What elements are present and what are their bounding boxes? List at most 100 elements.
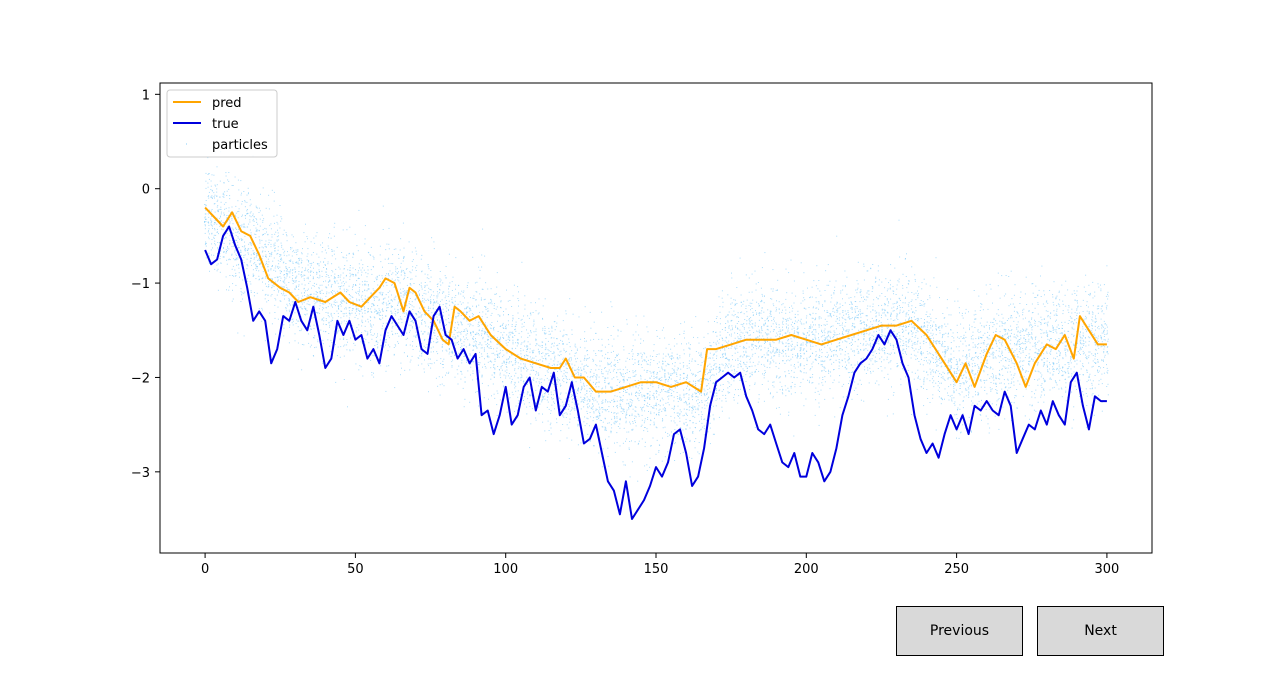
particle-point (414, 295, 416, 296)
particle-point (264, 243, 266, 245)
particle-point (662, 399, 664, 401)
particle-point (628, 405, 630, 407)
particle-point (273, 290, 275, 291)
particle-point (605, 385, 607, 387)
particle-point (455, 316, 457, 318)
particle-point (685, 418, 687, 420)
particle-point (505, 375, 507, 377)
particle-point (613, 325, 615, 327)
particle-point (653, 396, 655, 398)
particle-point (484, 333, 486, 335)
particle-point (680, 453, 681, 455)
particle-point (475, 291, 477, 293)
particle-point (607, 327, 609, 328)
particle-point (481, 376, 483, 378)
particle-point (460, 349, 462, 351)
particle-point (700, 411, 702, 413)
particle-point (658, 353, 660, 355)
particle-point (661, 460, 663, 462)
particle-point (244, 200, 246, 202)
particle-point (236, 258, 238, 260)
particle-point (700, 428, 702, 430)
particle-point (213, 238, 215, 239)
particle-point (243, 246, 245, 248)
particle-point (676, 374, 678, 375)
particle-point (677, 381, 679, 383)
particle-point (626, 369, 628, 371)
particle-point (372, 334, 374, 336)
particle-point (259, 264, 261, 266)
particle-point (560, 363, 561, 365)
particle-point (649, 370, 651, 372)
particle-point (688, 456, 690, 458)
particle-point (577, 374, 579, 376)
particle-point (605, 438, 606, 440)
particle-point (643, 352, 645, 354)
particle-point (451, 351, 453, 353)
particle-point (515, 358, 517, 360)
particle-point (445, 277, 447, 279)
particle-point (589, 400, 591, 402)
particle-point (406, 294, 407, 296)
particle-point (566, 437, 568, 439)
particle-point (338, 286, 340, 288)
particle-point (664, 381, 666, 383)
particle-point (569, 410, 571, 412)
particle-point (701, 356, 703, 358)
particle-point (370, 324, 372, 326)
particle-point (424, 313, 426, 315)
particle-point (634, 362, 636, 364)
particle-point (689, 347, 691, 349)
particle-point (377, 333, 378, 335)
particle-point (386, 310, 388, 312)
particle-point (448, 291, 450, 293)
particle-point (412, 266, 414, 268)
particle-point (544, 349, 546, 351)
particle-point (244, 245, 246, 247)
particle-point (509, 397, 511, 399)
particle-point (700, 378, 702, 380)
particle-point (286, 289, 288, 291)
particle-point (494, 293, 496, 295)
particle-point (451, 308, 453, 310)
particle-point (584, 306, 586, 308)
particle-point (589, 412, 591, 413)
particle-point (277, 232, 279, 234)
particle-point (481, 344, 483, 346)
particle-point (348, 253, 350, 255)
particle-point (207, 213, 209, 215)
particle-point (654, 417, 655, 419)
particle-point (446, 307, 448, 309)
particle-point (222, 222, 224, 223)
particle-point (518, 318, 520, 319)
particle-point (697, 337, 699, 339)
particle-point (349, 278, 351, 280)
particle-point (423, 292, 425, 294)
particle-point (473, 360, 475, 362)
particle-point (550, 375, 552, 377)
particle-point (646, 363, 648, 365)
particle-point (505, 325, 507, 327)
particle-point (527, 369, 529, 371)
particle-point (676, 372, 678, 374)
particle-point (205, 172, 207, 174)
particle-point (358, 209, 360, 211)
particle-point (512, 341, 514, 343)
particle-point (517, 286, 519, 288)
particle-point (514, 359, 516, 361)
particle-point (225, 237, 227, 239)
particle-point (530, 330, 532, 332)
particle-point (452, 336, 454, 338)
particle-point (291, 234, 293, 236)
particle-point (601, 311, 603, 313)
particle-point (499, 369, 500, 371)
particle-point (268, 261, 270, 263)
particle-point (581, 388, 583, 390)
particle-point (301, 271, 303, 273)
particle-point (298, 288, 300, 290)
particle-point (526, 350, 528, 352)
particle-point (314, 242, 316, 244)
particle-point (228, 207, 230, 209)
particle-point (217, 210, 219, 212)
particle-point (338, 330, 340, 332)
